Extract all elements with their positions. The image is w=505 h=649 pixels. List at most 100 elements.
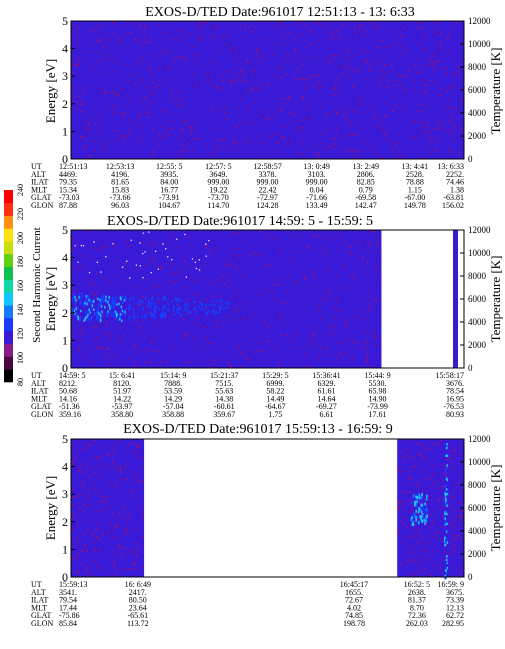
spectrogram-speck [136,547,139,550]
spectrogram-speck [117,41,120,44]
spectrogram-speck [255,317,257,320]
spectrogram-speck [178,136,181,138]
spectrogram-speck [234,306,237,309]
spectrogram-speck [157,265,159,267]
spectrogram-speck [425,104,428,106]
enhanced-signal [213,312,216,315]
spectrogram-speck [359,102,361,104]
spectrogram-speck [319,235,321,237]
ephemeris-value: 14.29 [164,394,182,403]
spectrogram-speck [404,88,406,91]
ephemeris-value: 15:59:13 [59,580,87,589]
spectrogram-speck [117,463,120,466]
enhanced-signal [107,297,110,303]
spectrogram-speck [321,23,323,25]
spectrogram-speck [156,138,158,140]
spectrogram-speck [266,118,268,120]
spectrogram-speck [462,510,464,512]
spectrogram-speck [221,359,224,361]
spectrogram-speck [185,60,187,62]
enhanced-signal [87,300,89,304]
spectrogram-speck [187,127,189,129]
spectrogram-speck [100,500,102,503]
spectrogram-speck [73,72,75,74]
spectrogram-speck [214,37,216,39]
spectrogram-speck [120,470,122,472]
spectrogram-speck [415,484,417,486]
spectrogram-speck [223,79,225,82]
enhanced-signal-peak [87,313,89,317]
spectrogram-speck [81,329,83,332]
spectrogram-speck [419,104,421,106]
event-signal [420,507,423,511]
spectrogram-speck [205,245,207,248]
spectrogram-speck [452,551,454,553]
spectrogram-speck [136,479,138,481]
ephemeris-value: 15:29: 5 [262,371,288,380]
spectrogram-speck [301,33,304,35]
spectrogram-speck [150,361,152,364]
spectrogram-speck [416,485,418,487]
enhanced-signal [209,304,211,307]
spectrogram-speck [116,568,118,571]
spectrogram-speck [297,78,300,80]
enhanced-signal [101,312,103,316]
spectrogram-speck [455,514,458,516]
spectrogram-speck [432,536,434,538]
spectrogram-speck [137,474,140,477]
spectrogram-speck [413,81,415,83]
spectrogram-speck [327,361,329,363]
spectrogram-speck [82,353,84,356]
spectrogram-speck [374,270,376,272]
spectrogram-speck [300,234,303,237]
spectrogram-speck [94,488,97,490]
spectrogram-speck [336,357,338,359]
spectrogram-speck [394,144,397,147]
spectrogram-speck [422,80,425,82]
spectrogram-speck [347,119,350,122]
spectrogram-speck [459,463,461,465]
spectrogram-speck [129,491,132,494]
ephemeris-value: 5530. [369,379,387,388]
spectrogram-speck [399,502,401,504]
spectrogram-speck [372,283,374,285]
spectrogram-speck [83,532,85,534]
enhanced-signal [100,295,103,301]
ephemeris-value: 80.50 [129,596,147,605]
event-signal [418,510,420,514]
spectrogram-speck [392,149,394,152]
spectrogram-speck [419,157,422,159]
spectrogram-speck [421,445,424,447]
spectrogram-speck [184,122,186,125]
spectrogram-speck [158,132,161,134]
spectrogram-speck [259,236,262,238]
spectrogram-speck [425,478,427,480]
spectrogram-speck [322,353,324,356]
spectrogram-speck [345,65,347,67]
event-signal [416,515,419,519]
spectrogram-speck [208,252,210,254]
spectrogram-speck [152,339,155,341]
spectrogram-speck [169,127,172,129]
enhanced-signal [122,310,124,316]
spectrogram-speck [300,77,303,80]
enhanced-signal [222,308,225,311]
enhanced-signal-peak [119,318,121,321]
spectrogram-speck [401,471,404,473]
spectrogram-speck [139,115,141,117]
spectrogram-speck [274,25,276,27]
spectrogram-speck [150,68,153,70]
spectrogram-speck [85,567,87,570]
spectrogram-speck [193,293,196,296]
spectrogram-speck [115,260,118,263]
spectrogram-speck [419,540,422,543]
spectrogram-speck [404,75,407,77]
ephemeris-value: 15: 6:41 [109,371,135,380]
spectrogram-speck [96,527,98,530]
ephemeris-value: 87.88 [59,201,77,210]
enhanced-signal [109,308,111,312]
event-signal [419,500,421,504]
enhanced-signal [133,311,135,315]
spectrogram-speck [450,523,452,525]
